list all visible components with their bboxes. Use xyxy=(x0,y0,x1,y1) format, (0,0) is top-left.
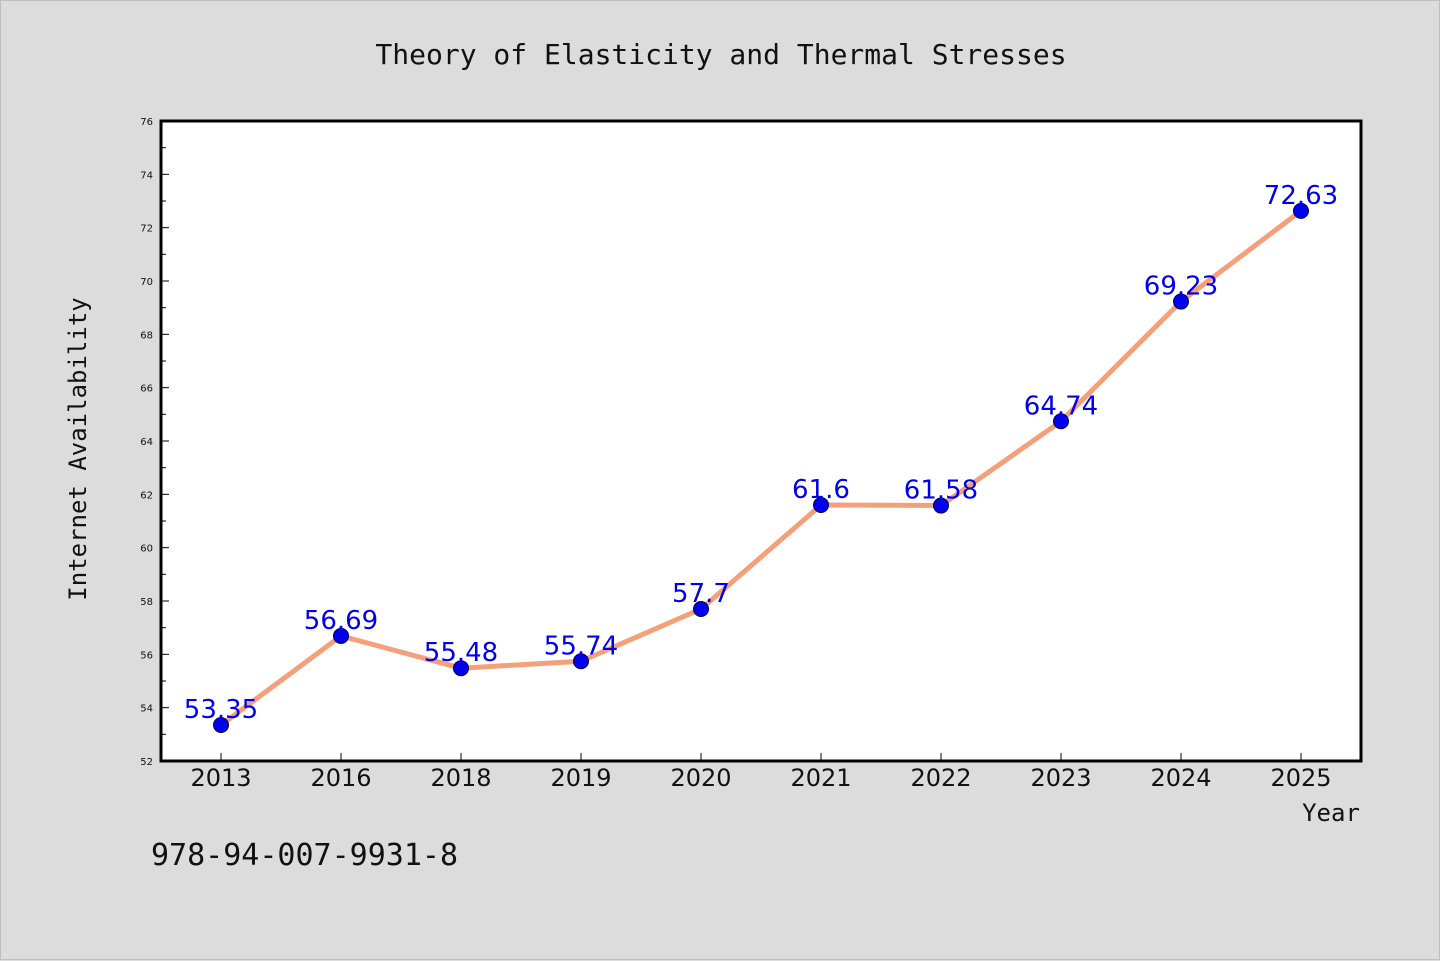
x-tick-label: 2020 xyxy=(670,764,731,792)
data-point xyxy=(933,497,949,514)
data-label: 57.7 xyxy=(672,579,730,609)
y-tick-label: 68 xyxy=(140,330,153,341)
data-point xyxy=(453,660,469,677)
y-tick-label: 56 xyxy=(140,650,153,661)
y-tick-label: 74 xyxy=(140,170,153,181)
data-point xyxy=(333,627,349,644)
data-label: 61.6 xyxy=(792,475,850,505)
data-point xyxy=(1173,293,1189,310)
data-label: 69.23 xyxy=(1144,272,1218,302)
y-tick-label: 58 xyxy=(140,597,153,608)
data-label: 55.74 xyxy=(544,631,618,661)
x-tick-label: 2022 xyxy=(910,764,971,792)
x-tick-label: 2025 xyxy=(1270,764,1331,792)
y-tick-label: 54 xyxy=(140,704,153,715)
data-point xyxy=(693,601,709,617)
y-tick-label: 66 xyxy=(140,384,153,395)
chart-title: Theory of Elasticity and Thermal Stresse… xyxy=(375,38,1066,71)
data-label: 55.48 xyxy=(424,638,498,668)
y-axis-title: Internet Availability xyxy=(64,297,92,600)
data-point xyxy=(813,497,829,513)
y-tick-label: 64 xyxy=(140,437,153,448)
y-tick-label: 72 xyxy=(140,224,153,235)
data-label: 61.58 xyxy=(904,476,978,506)
y-axis: 52 54 56 58 60 62 64 66 68 70 72 74 76 xyxy=(140,117,169,768)
series-group: 53.35 56.69 55.48 55.74 57.7 61.6 61.58 64.74 69… xyxy=(184,181,1338,733)
x-tick-label: 2013 xyxy=(190,764,251,792)
y-tick-label: 76 xyxy=(140,117,153,128)
data-point xyxy=(213,717,229,733)
x-tick-label: 2018 xyxy=(430,764,491,792)
x-axis: 2013 2016 2018 2019 2020 2021 2022 2023 2024 2025 xyxy=(190,753,1332,792)
data-point xyxy=(1053,413,1069,430)
data-point xyxy=(573,653,589,670)
x-tick-label: 2024 xyxy=(1150,764,1211,792)
data-label: 72.63 xyxy=(1264,181,1338,211)
data-label: 53.35 xyxy=(184,695,258,725)
isbn-caption: 978-94-007-9931-8 xyxy=(151,838,458,873)
data-label: 56.69 xyxy=(304,606,378,636)
y-tick-label: 60 xyxy=(140,544,153,555)
y-tick-label: 52 xyxy=(140,757,153,768)
y-tick-label: 70 xyxy=(140,277,153,288)
y-tick-label: 62 xyxy=(140,490,153,501)
plot-area xyxy=(159,119,1363,763)
x-tick-label: 2019 xyxy=(550,764,611,792)
data-point xyxy=(1293,202,1309,219)
x-tick-label: 2023 xyxy=(1030,764,1091,792)
x-axis-title: Year xyxy=(1302,799,1360,827)
x-tick-label: 2016 xyxy=(310,764,371,792)
data-label: 64.74 xyxy=(1024,391,1098,421)
x-tick-label: 2021 xyxy=(790,764,851,792)
series-line xyxy=(218,208,1304,728)
